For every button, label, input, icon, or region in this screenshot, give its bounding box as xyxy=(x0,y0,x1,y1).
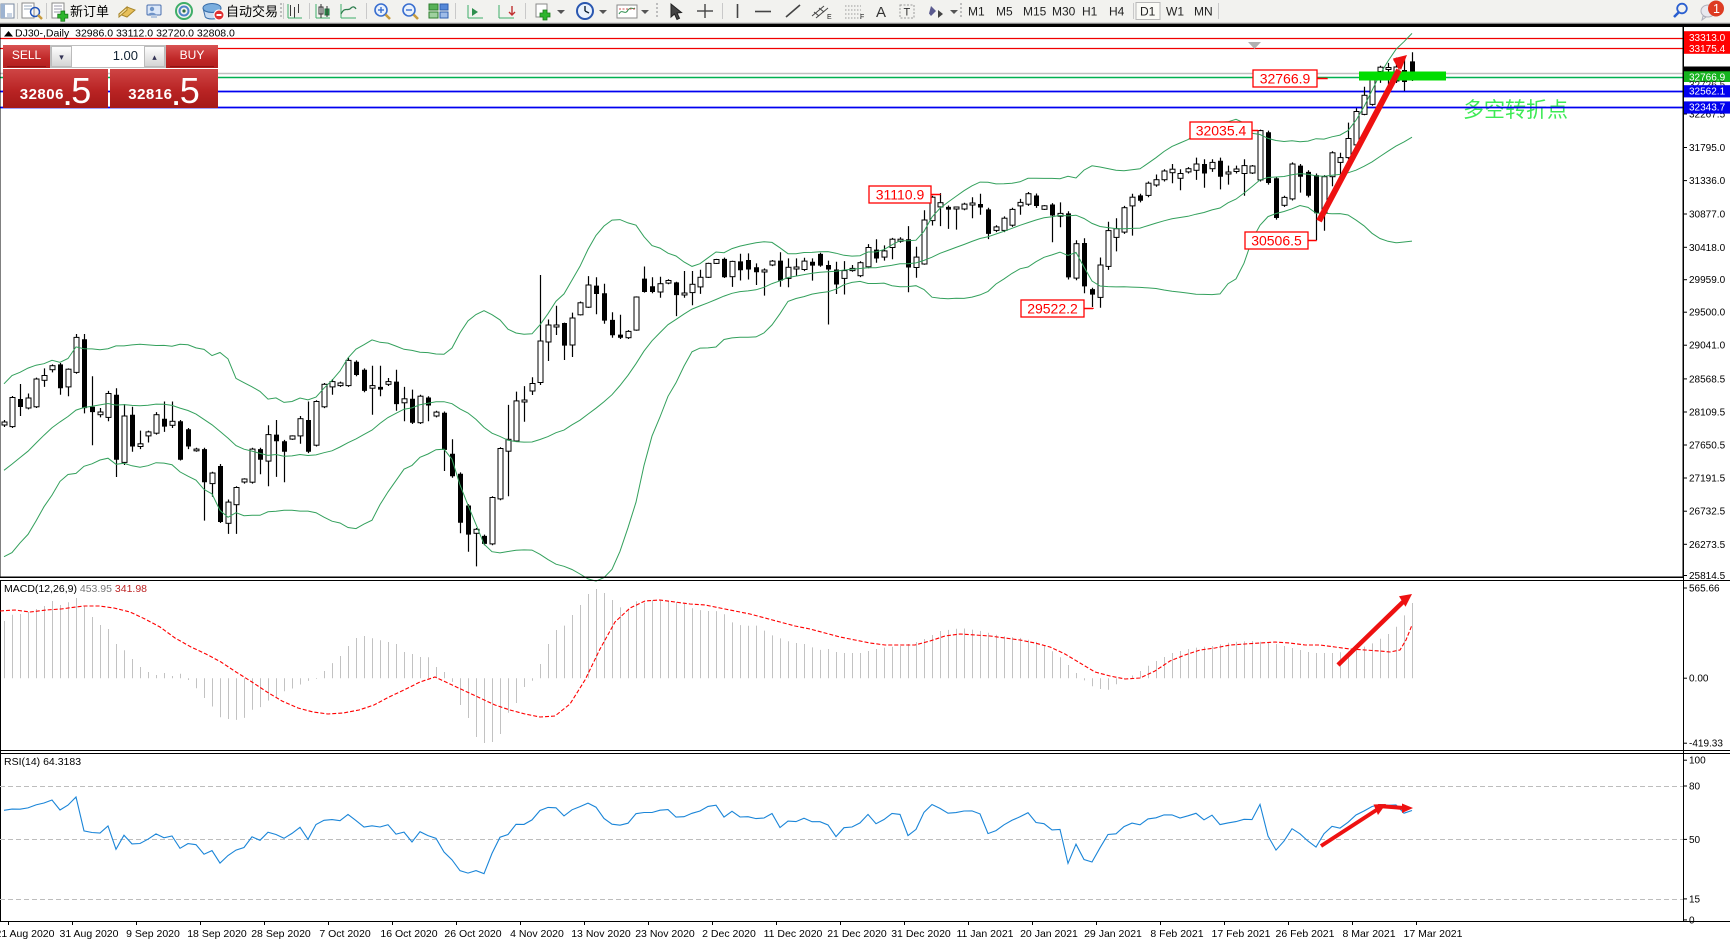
svg-text:21 Dec 2020: 21 Dec 2020 xyxy=(827,928,887,940)
svg-text:17 Feb 2021: 17 Feb 2021 xyxy=(1212,928,1271,940)
svg-text:26732.5: 26732.5 xyxy=(1689,507,1726,518)
svg-text:MN: MN xyxy=(1194,5,1213,19)
svg-text:2 Dec 2020: 2 Dec 2020 xyxy=(702,928,756,940)
svg-text:21 Aug 2020: 21 Aug 2020 xyxy=(0,928,55,940)
svg-text:23 Nov 2020: 23 Nov 2020 xyxy=(635,928,695,940)
svg-text:32035.4: 32035.4 xyxy=(1196,123,1247,139)
svg-text:30877.0: 30877.0 xyxy=(1689,210,1726,221)
svg-text:18 Sep 2020: 18 Sep 2020 xyxy=(187,928,247,940)
svg-text:26 Feb 2021: 26 Feb 2021 xyxy=(1276,928,1335,940)
svg-text:M5: M5 xyxy=(996,5,1013,19)
svg-text:H1: H1 xyxy=(1082,5,1098,19)
svg-text:F: F xyxy=(860,14,864,21)
svg-text:RSI(14) 64.3183: RSI(14) 64.3183 xyxy=(4,756,81,768)
svg-text:29522.2: 29522.2 xyxy=(1027,301,1078,317)
svg-text:33175.4: 33175.4 xyxy=(1689,44,1726,55)
svg-text:32766.9: 32766.9 xyxy=(1260,71,1311,87)
svg-text:20 Jan 2021: 20 Jan 2021 xyxy=(1020,928,1078,940)
svg-text:E: E xyxy=(827,14,832,21)
svg-text:80: 80 xyxy=(1689,782,1701,793)
svg-text:31 Aug 2020: 31 Aug 2020 xyxy=(60,928,119,940)
svg-text:32766.9: 32766.9 xyxy=(1689,73,1726,84)
svg-text:26273.5: 26273.5 xyxy=(1689,540,1726,551)
svg-text:31795.0: 31795.0 xyxy=(1689,143,1726,154)
svg-text:16 Oct 2020: 16 Oct 2020 xyxy=(380,928,437,940)
svg-text:32267.5: 32267.5 xyxy=(1689,110,1726,121)
svg-text:M1: M1 xyxy=(968,5,985,19)
svg-text:11 Dec 2020: 11 Dec 2020 xyxy=(764,928,823,940)
svg-text:100: 100 xyxy=(1689,756,1706,767)
svg-text:M30: M30 xyxy=(1052,5,1076,19)
svg-text:565.66: 565.66 xyxy=(1689,584,1720,595)
svg-text:29500.0: 29500.0 xyxy=(1689,308,1726,319)
svg-text:28 Sep 2020: 28 Sep 2020 xyxy=(251,928,311,940)
svg-text:50: 50 xyxy=(1689,835,1701,846)
svg-text:0: 0 xyxy=(1689,915,1695,926)
svg-text:13 Nov 2020: 13 Nov 2020 xyxy=(571,928,631,940)
svg-text:1: 1 xyxy=(1713,2,1720,16)
svg-text:D1: D1 xyxy=(1140,5,1156,19)
svg-text:H4: H4 xyxy=(1109,5,1125,19)
svg-text:33313.0: 33313.0 xyxy=(1689,33,1726,44)
svg-text:多空转折点: 多空转折点 xyxy=(1463,99,1568,122)
svg-text:W1: W1 xyxy=(1166,5,1184,19)
svg-text:T: T xyxy=(904,7,911,19)
svg-text:7 Oct 2020: 7 Oct 2020 xyxy=(319,928,371,940)
svg-text:31110.9: 31110.9 xyxy=(876,187,925,203)
svg-text:27191.5: 27191.5 xyxy=(1689,474,1726,485)
svg-text:29041.0: 29041.0 xyxy=(1689,341,1726,352)
svg-text:17 Mar 2021: 17 Mar 2021 xyxy=(1404,928,1463,940)
svg-text:28568.5: 28568.5 xyxy=(1689,374,1726,385)
svg-text:25814.5: 25814.5 xyxy=(1689,571,1726,582)
svg-text:8 Mar 2021: 8 Mar 2021 xyxy=(1342,928,1395,940)
svg-text:27650.5: 27650.5 xyxy=(1689,441,1726,452)
svg-text:-419.33: -419.33 xyxy=(1689,739,1723,750)
svg-text:自动交易: 自动交易 xyxy=(226,4,278,19)
svg-text:31 Dec 2020: 31 Dec 2020 xyxy=(891,928,951,940)
svg-text:8 Feb 2021: 8 Feb 2021 xyxy=(1150,928,1203,940)
svg-text:9 Sep 2020: 9 Sep 2020 xyxy=(126,928,180,940)
svg-text:32343.7: 32343.7 xyxy=(1689,103,1726,114)
svg-text:DJ30-,Daily 32986.0 33112.0 3: DJ30-,Daily 32986.0 33112.0 32720.0 3280… xyxy=(15,28,235,40)
svg-text:4 Nov 2020: 4 Nov 2020 xyxy=(510,928,564,940)
svg-text:29 Jan 2021: 29 Jan 2021 xyxy=(1084,928,1142,940)
svg-text:26 Oct 2020: 26 Oct 2020 xyxy=(444,928,501,940)
svg-text:28109.5: 28109.5 xyxy=(1689,408,1726,419)
svg-text:30506.5: 30506.5 xyxy=(1251,233,1302,249)
svg-text:M15: M15 xyxy=(1023,5,1047,19)
svg-text:新订单: 新订单 xyxy=(70,4,109,19)
svg-text:32562.1: 32562.1 xyxy=(1689,87,1726,98)
svg-text:11 Jan 2021: 11 Jan 2021 xyxy=(956,928,1013,940)
svg-text:29959.0: 29959.0 xyxy=(1689,275,1726,286)
svg-text:0.00: 0.00 xyxy=(1689,674,1709,685)
svg-text:A: A xyxy=(876,4,886,21)
svg-text:MACD(12,26,9) 453.95 341.98: MACD(12,26,9) 453.95 341.98 xyxy=(4,583,147,595)
svg-text:30418.0: 30418.0 xyxy=(1689,243,1726,254)
svg-text:31336.0: 31336.0 xyxy=(1689,176,1726,187)
svg-text:15: 15 xyxy=(1689,894,1701,905)
